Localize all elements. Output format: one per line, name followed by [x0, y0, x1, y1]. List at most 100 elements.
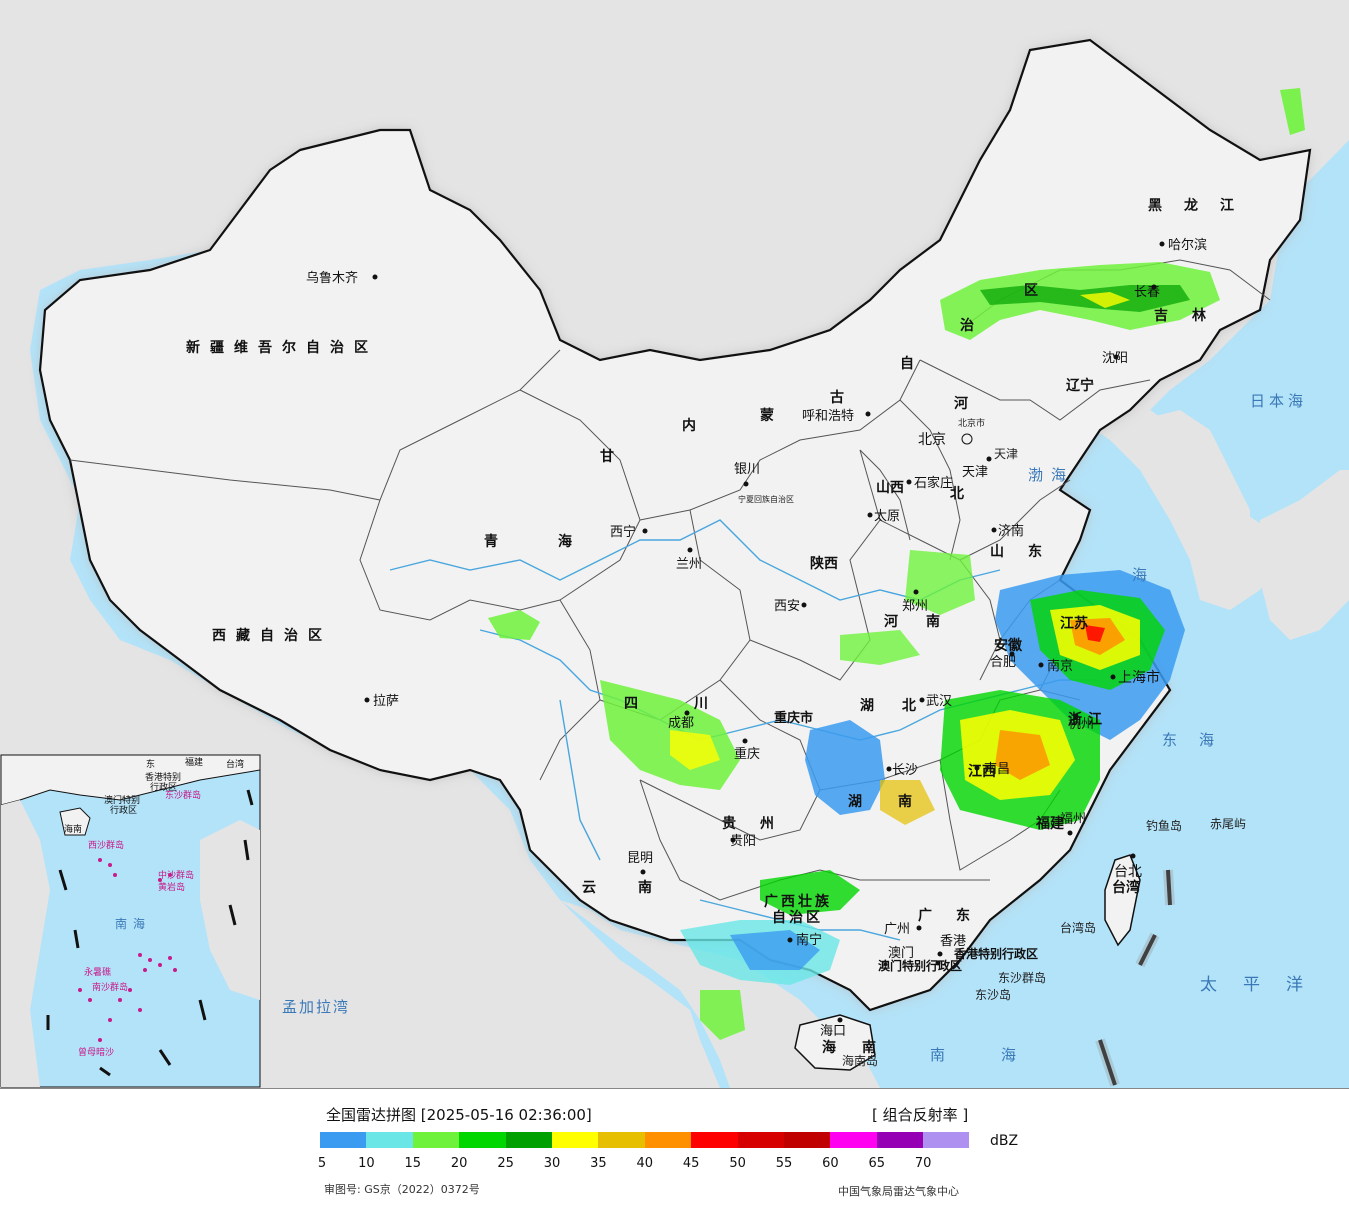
echo-northeast-core	[980, 285, 1190, 312]
echo-henan-green	[905, 550, 975, 615]
city-label-shanghai: 上海市	[1118, 669, 1160, 686]
province-label-guangxi: 广西壮族	[764, 893, 832, 910]
echo-hubei-green	[840, 630, 920, 665]
island-label-taiwandao: 台湾岛	[1060, 920, 1096, 935]
echo-jiangxi-orange	[995, 730, 1050, 780]
city-label-xian: 西安	[774, 599, 800, 614]
inset-hainan	[59, 807, 91, 836]
inset-label-zhongsha: 中沙群岛	[158, 869, 194, 881]
legend-ticks: 5 10 15 20 25 30 35 40 45 50 55 60 65 70	[0, 1156, 1349, 1176]
inset-label-nansha: 南沙群岛	[92, 981, 128, 993]
legend-swatch	[923, 1132, 970, 1148]
province-label-heilongjiang: 黑龙江	[1148, 197, 1256, 214]
echo-coast-green	[700, 990, 745, 1040]
legend-tick-label: 60	[822, 1156, 839, 1171]
legend-swatch	[644, 1132, 692, 1148]
legend-swatch	[459, 1132, 506, 1148]
city-label-changsha: 长沙	[892, 763, 918, 778]
sea-label-donghai: 东海	[1162, 731, 1236, 749]
legend-swatch	[551, 1132, 599, 1148]
legend-tick-label: 20	[450, 1156, 468, 1171]
province-label-neimenggu-4: 自	[900, 355, 924, 372]
legend-tick-label: 15	[404, 1156, 422, 1171]
island-labels: 钓鱼岛 赤尾屿 东沙群岛 东沙岛 台湾岛 海南岛	[842, 817, 1246, 1068]
island-label-dongsha: 东沙群岛	[998, 970, 1046, 985]
city-label-hohhot: 呼和浩特	[802, 409, 854, 424]
province-label-ningxia: 宁夏回族自治区	[738, 494, 794, 504]
city-label-changchun: 长春	[1134, 285, 1160, 300]
province-label-guangxi-2: 自治区	[772, 909, 823, 926]
city-markers	[364, 241, 1165, 1023]
inset-label-guangdong: 东	[146, 758, 155, 770]
inset-label-xianggang: 香港特别	[145, 771, 181, 783]
legend-tick-label: 10	[358, 1156, 375, 1171]
city-label-haikou: 海口	[820, 1024, 846, 1039]
legend-swatch	[783, 1132, 831, 1148]
legend-tick-label: 70	[914, 1156, 932, 1171]
legend-tick-label: 55	[775, 1156, 793, 1171]
nine-dash-halo	[1095, 869, 1175, 1087]
city-labels: 乌鲁木齐 拉萨 西宁 兰州 银川 呼和浩特 北京 天津 石家庄 太原 济南 郑州…	[306, 237, 1207, 1039]
inset-label-xianggang2: 行政区	[150, 781, 177, 793]
province-label-hainan: 海南	[822, 1039, 902, 1056]
legend-swatch	[691, 1132, 738, 1148]
city-label-yinchuan: 银川	[734, 462, 760, 477]
city-label-hefei: 合肥	[990, 655, 1016, 670]
sea-labels: 渤海 海 东海 南海 太平洋 日本海 孟加拉湾	[282, 392, 1329, 1064]
city-label-kunming: 昆明	[627, 851, 653, 866]
province-label-xizang: 西藏自治区	[212, 627, 332, 644]
radar-map: 南海 海南 西沙群岛 中沙群岛 黄岩岛 南沙群岛 曾母暗沙 东沙群岛 永暑礁 香…	[0, 0, 1349, 1088]
city-label-taiyuan: 太原	[874, 509, 900, 524]
echo-far-northeast	[1280, 88, 1305, 135]
inset-label-xisha: 西沙群岛	[88, 839, 124, 851]
radar-echoes	[5, 88, 1305, 1040]
province-labels: 新疆维吾尔自治区 西藏自治区 青海 甘 四川 云南 贵州 广西壮族 自治区 广东…	[186, 197, 1256, 1056]
city-label-hangzhou: 杭州	[1068, 717, 1094, 732]
province-label-yunnan: 云南	[582, 879, 694, 896]
province-label-guizhou: 贵州	[722, 815, 798, 832]
province-label-jiangsu: 江苏	[1060, 615, 1088, 632]
island-label-chiwei: 赤尾屿	[1210, 817, 1246, 831]
echo-guangxi-blue	[730, 930, 820, 970]
city-label-shenyang: 沈阳	[1102, 351, 1128, 366]
city-label-wuhan: 武汉	[926, 694, 952, 709]
province-label-neimenggu-1: 内	[682, 417, 706, 434]
legend-swatch	[737, 1132, 784, 1148]
province-label-anhui: 安徽	[994, 637, 1023, 654]
province-label-hunan: 湖南	[848, 793, 948, 810]
city-label-nanchang: 南昌	[984, 761, 1010, 777]
city-label-lanzhou: 兰州	[676, 557, 702, 572]
province-label-taiwan: 台湾	[1112, 879, 1140, 896]
city-label-taibei: 台北	[1114, 864, 1142, 880]
organization-name: 中国气象局雷达气象中心	[838, 1185, 959, 1198]
province-label-neimenggu-6: 区	[1024, 283, 1048, 299]
legend-tick-label: 65	[868, 1156, 886, 1171]
province-label-liaoning: 辽宁	[1066, 377, 1094, 394]
province-label-neimenggu-5: 治	[960, 317, 984, 334]
inset-label-huangyan: 黄岩岛	[158, 881, 185, 893]
province-label-henan: 河南	[884, 613, 968, 630]
legend-tick-label: 5	[317, 1156, 327, 1171]
taiwan-island	[1104, 854, 1141, 947]
legend-unit: dBZ	[990, 1133, 1019, 1149]
sea-label-taipingyang: 太平洋	[1200, 975, 1329, 995]
city-label-aomen: 澳门	[888, 945, 914, 961]
echo-sichuan-yellow	[670, 730, 720, 770]
legend-product: [ 组合反射率 ]	[872, 1106, 969, 1124]
city-label-chengdu: 成都	[668, 716, 694, 731]
echo-northeast-yellow	[1080, 292, 1130, 308]
echo-jiangsu-red	[1085, 625, 1105, 642]
inset-label-aomen: 澳门特别	[104, 794, 140, 806]
inset-label-yongshu: 永暑礁	[84, 966, 111, 978]
inset-islands	[78, 858, 177, 1042]
province-label-xianggang: 香港特别行政区	[953, 946, 1038, 961]
province-label-shandong: 山东	[990, 543, 1066, 560]
inset-label-fujian: 福建	[185, 756, 203, 768]
city-label-zhengzhou: 郑州	[902, 599, 928, 614]
legend-panel: 全国雷达拼图 [2025-05-16 02:36:00] [ 组合反射率 ] d…	[0, 1088, 1349, 1209]
sea-label-ribenhai: 日本海	[1250, 392, 1307, 410]
hainan-island	[794, 1014, 876, 1071]
city-label-nanning: 南宁	[796, 932, 822, 948]
nine-dash-line	[1098, 869, 1172, 1086]
